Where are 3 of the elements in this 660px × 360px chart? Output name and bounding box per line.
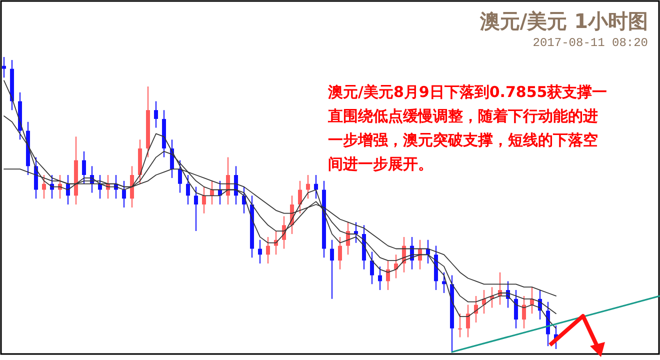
chart-subtitle: 2017-08-11 08:20 [532,36,648,50]
chart-title: 澳元/美元 1小时图 [478,9,648,33]
annotation: 澳元/美元8月9日下落到0.7855获支撑一直围绕低点缓慢调整，随着下行动能的进一步增强，澳元突破支撑，短线的下落空间进一步展开。 [327,83,608,173]
